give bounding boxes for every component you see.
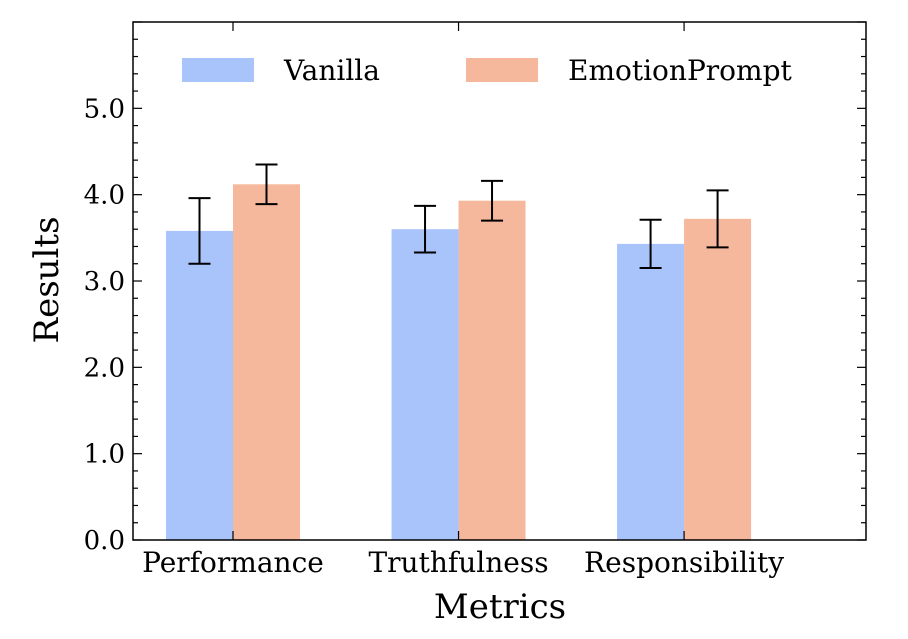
y-tick-label: 3.0 bbox=[84, 267, 125, 297]
y-tick-label: 2.0 bbox=[84, 353, 125, 383]
y-tick-label: 1.0 bbox=[84, 440, 125, 470]
bar-emotionprompt-responsibility bbox=[684, 218, 752, 540]
legend-label: Vanilla bbox=[283, 54, 380, 87]
x-tick-label: Performance bbox=[142, 546, 324, 579]
legend-swatch bbox=[466, 58, 538, 82]
y-tick-label: 5.0 bbox=[84, 94, 125, 124]
errorbar-emotionprompt-truthfulness bbox=[481, 179, 504, 222]
y-axis-title: Results bbox=[27, 216, 67, 343]
legend: Vanilla EmotionPrompt bbox=[182, 54, 793, 87]
bar-emotionprompt-truthfulness bbox=[458, 200, 526, 540]
errorbar-vanilla-truthfulness bbox=[414, 204, 437, 254]
x-axis-title: Metrics bbox=[434, 587, 566, 627]
x-tick-label: Responsibility bbox=[584, 546, 784, 579]
errorbar-emotionprompt-responsibility bbox=[706, 189, 729, 249]
errorbar-vanilla-responsibility bbox=[639, 218, 662, 270]
axes-layer: 0.0 1.0 2.0 3.0 4.0 5.0 Performance Truthfulnes… bbox=[84, 21, 867, 579]
bar-vanilla-responsibility bbox=[617, 243, 685, 541]
legend-swatch bbox=[182, 58, 254, 82]
legend-label: EmotionPrompt bbox=[568, 54, 793, 87]
y-tick-label: 4.0 bbox=[84, 181, 125, 211]
legend-item-vanilla: Vanilla bbox=[182, 54, 380, 87]
errorbar-vanilla-performance bbox=[188, 197, 211, 265]
errorbars-layer bbox=[188, 163, 729, 270]
bars-layer bbox=[166, 184, 752, 541]
bar-vanilla-truthfulness bbox=[391, 229, 459, 540]
bar-emotionprompt-performance bbox=[233, 184, 300, 540]
legend-item-emotionprompt: EmotionPrompt bbox=[466, 54, 793, 87]
y-tick-label: 0.0 bbox=[84, 526, 125, 556]
errorbar-emotionprompt-performance bbox=[255, 163, 278, 206]
bar-vanilla-performance bbox=[166, 230, 233, 540]
x-tick-label: Truthfulness bbox=[368, 546, 548, 579]
